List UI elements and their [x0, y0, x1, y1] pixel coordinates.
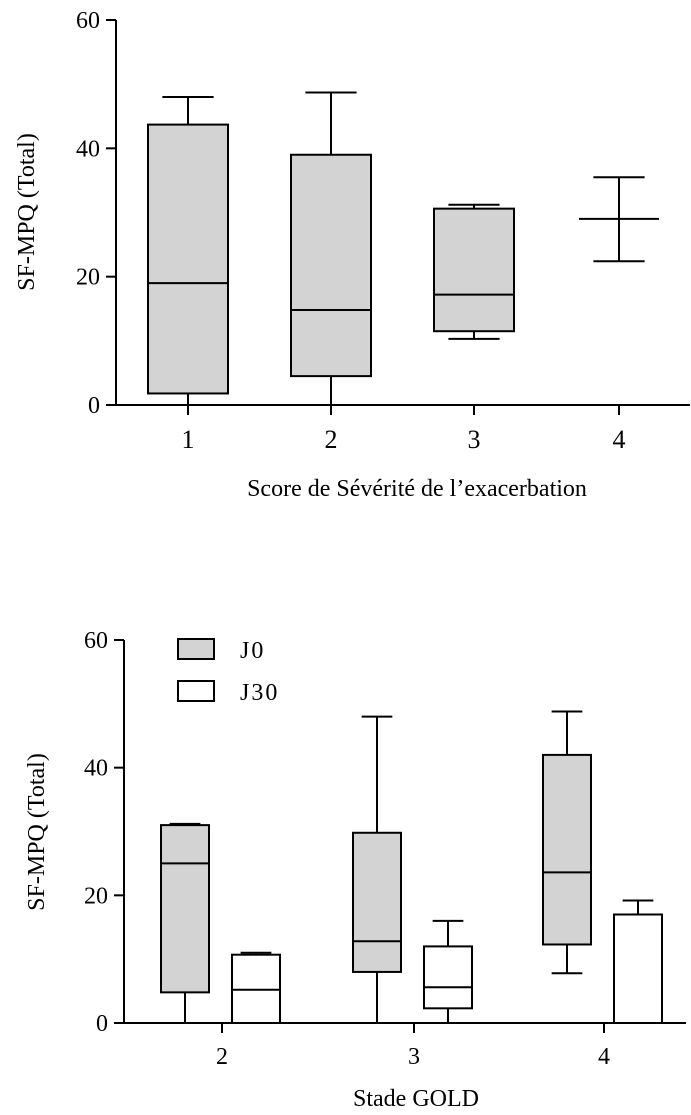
x-tick-label: 2 [325, 425, 338, 454]
y-tick-label: 60 [84, 628, 108, 654]
box-plot-J0-2 [160, 822, 210, 1023]
y-tick-label: 60 [76, 8, 100, 34]
x-axis-label: Stade GOLD [353, 1086, 479, 1112]
y-axis-label: SF-MPQ (Total) [14, 133, 40, 291]
y-axis-label: SF-MPQ (Total) [24, 753, 50, 911]
box-plot-J30-4 [613, 899, 663, 1025]
x-tick-label: 1 [182, 425, 195, 454]
legend: J0 J30 [177, 638, 279, 706]
box-plot-J0-3 [352, 715, 402, 1023]
y-tick-label: 40 [84, 756, 108, 782]
box-iqr [542, 753, 592, 946]
legend-swatch-J0 [177, 638, 215, 660]
box-iqr [160, 824, 210, 994]
box-iqr [290, 153, 372, 378]
box-plot-3 [433, 203, 515, 340]
x-tick-label: 4 [598, 1044, 610, 1070]
y-tick-label: 40 [76, 136, 100, 162]
legend-label-J30: J30 [240, 680, 279, 706]
x-tick-label: 4 [613, 425, 626, 454]
box-plot-2 [290, 91, 372, 405]
box-plot-J0-4 [542, 710, 592, 975]
box-iqr [423, 945, 473, 1010]
x-axis-label: Score de Sévérité de l’exacerbation [247, 476, 587, 502]
box-iqr [352, 831, 402, 973]
box-iqr [433, 207, 515, 333]
box-iqr [147, 123, 229, 395]
y-tick-label: 20 [76, 265, 100, 291]
box-plot-1 [147, 96, 229, 405]
y-tick-label: 20 [84, 883, 108, 909]
box-plot-4 [579, 176, 659, 263]
chart-exacerbation-severity: SF-MPQ (Total) Score de Sévérité de l’ex… [14, 8, 690, 502]
y-tick-label: 0 [88, 393, 100, 419]
box-iqr [613, 913, 663, 1025]
legend-swatch-J30 [177, 680, 215, 702]
box-plot-J30-3 [423, 919, 473, 1023]
x-tick-label: 3 [468, 425, 481, 454]
box-plot-J30-2 [231, 951, 281, 1024]
legend-label-J0: J0 [240, 638, 265, 664]
y-tick-label: 0 [96, 1011, 108, 1037]
x-tick-label: 3 [408, 1044, 420, 1070]
chart-gold-stage: SF-MPQ (Total) Stade GOLD 0 20 40 60 2 3 4 J0 J3… [24, 628, 686, 1112]
x-tick-label: 2 [216, 1044, 228, 1070]
